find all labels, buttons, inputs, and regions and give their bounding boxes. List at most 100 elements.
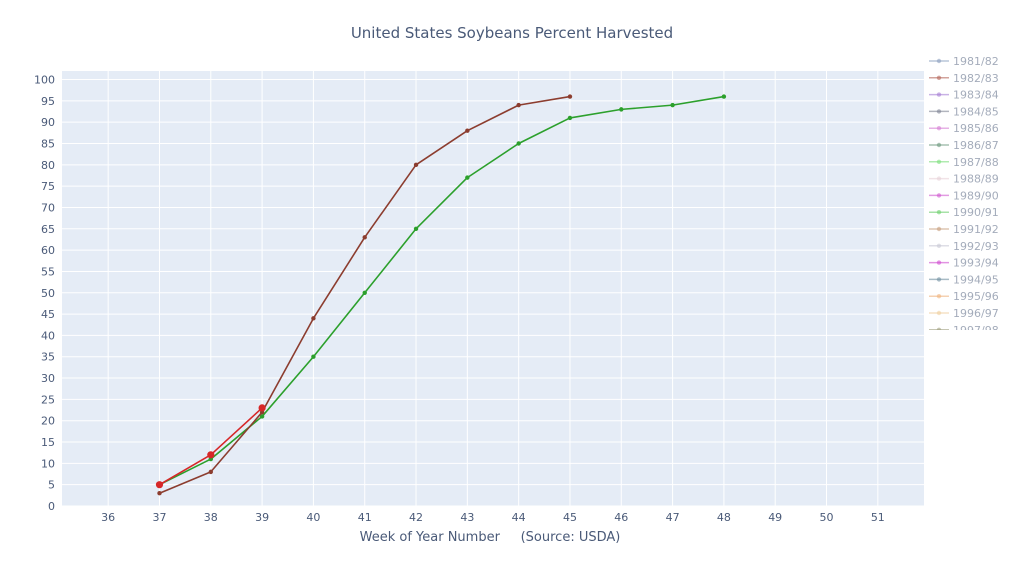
chart-title: United States Soybeans Percent Harvested [351, 24, 673, 42]
x-tick-label: 45 [563, 511, 577, 524]
legend-marker [936, 142, 942, 148]
y-tick-label: 65 [41, 223, 55, 236]
data-point [413, 162, 419, 168]
legend[interactable]: 1981/82 1982/83 1983/84 1984/85 1985/86 1986/… [929, 55, 999, 337]
legend-label: 1994/95 [953, 273, 999, 286]
data-point [207, 451, 215, 459]
y-tick-label: 85 [41, 138, 55, 151]
tick-labels: 0 5 10 15 20 25 30 35 40 45 50 55 60 65 70 75 80 85 90 95 10… [34, 74, 885, 524]
legend-label: 1981/82 [953, 55, 999, 68]
gridlines [62, 71, 924, 507]
legend-marker [936, 327, 942, 330]
legend-label: 1985/86 [953, 122, 999, 135]
data-point [567, 94, 573, 99]
x-tick-label: 42 [409, 511, 423, 524]
x-tick-label: 46 [614, 511, 628, 524]
legend-item[interactable]: 1992/93 [929, 240, 999, 253]
legend-marker [936, 109, 942, 114]
y-tick-label: 25 [41, 393, 55, 406]
x-tick-label: 47 [666, 511, 680, 524]
legend-item[interactable]: 1994/95 [929, 273, 999, 286]
x-axis-title: Week of Year Number (Source: USDA) [360, 530, 621, 545]
legend-item[interactable]: 1983/84 [929, 89, 999, 102]
data-point [311, 316, 316, 321]
data-point [567, 115, 573, 121]
legend-label: 1986/87 [953, 139, 999, 152]
legend-marker [936, 277, 942, 282]
x-tick-label: 44 [512, 511, 526, 524]
y-tick-label: 50 [41, 287, 55, 300]
y-tick-label: 5 [48, 479, 55, 492]
x-tick-label: 38 [204, 511, 218, 524]
data-point [670, 102, 675, 108]
y-tick-label: 45 [41, 308, 55, 321]
legend-label: 1984/85 [953, 105, 999, 118]
x-tick-label: 40 [306, 511, 320, 524]
x-tick-label: 50 [820, 511, 834, 524]
data-point [516, 102, 521, 108]
y-tick-label: 0 [48, 500, 55, 513]
y-tick-label: 15 [41, 436, 55, 449]
legend-label: 1982/83 [953, 72, 999, 85]
legend-item[interactable]: 1996/97 [929, 307, 999, 320]
series-1 [157, 94, 573, 496]
legend-label: 1996/97 [953, 307, 999, 320]
legend-marker [936, 294, 942, 299]
legend-item[interactable]: 1986/87 [929, 139, 999, 152]
data-point [311, 354, 316, 359]
legend-label: 1990/91 [953, 206, 999, 219]
legend-marker [936, 126, 942, 131]
data-point [362, 290, 367, 295]
x-tick-label: 36 [101, 511, 115, 524]
legend-marker [936, 159, 942, 164]
data-point [465, 175, 470, 180]
data-point [362, 235, 367, 240]
legend-item[interactable]: 1990/91 [929, 206, 999, 219]
y-tick-label: 20 [41, 415, 55, 428]
y-tick-label: 40 [41, 329, 55, 342]
legend-item[interactable]: 1985/86 [929, 122, 999, 135]
y-tick-label: 35 [41, 351, 55, 364]
legend-marker [936, 92, 942, 97]
y-tick-label: 90 [41, 116, 55, 129]
legend-label: 1995/96 [953, 290, 999, 303]
legend-marker [936, 260, 942, 265]
legend-label: 1989/90 [953, 189, 999, 202]
legend-label: 1992/93 [953, 240, 999, 253]
legend-item[interactable]: 1987/88 [929, 156, 999, 169]
legend-item[interactable]: 1982/83 [929, 72, 999, 85]
x-tick-label: 49 [768, 511, 782, 524]
legend-item[interactable]: 1991/92 [929, 223, 999, 236]
y-tick-label: 95 [41, 95, 55, 108]
legend-marker [936, 226, 942, 232]
legend-item[interactable]: 1981/82 [929, 55, 999, 68]
legend-marker [936, 75, 942, 81]
legend-item[interactable]: 1989/90 [929, 189, 999, 202]
x-tick-label: 41 [358, 511, 372, 524]
legend-label: 1987/88 [953, 156, 999, 169]
legend-label: 1983/84 [953, 89, 999, 102]
y-tick-label: 30 [41, 372, 55, 385]
data-point [155, 481, 164, 489]
legend-marker [936, 58, 942, 64]
data-point [721, 94, 727, 99]
legend-item[interactable]: 1993/94 [929, 257, 999, 270]
y-tick-label: 55 [41, 265, 55, 278]
data-point [208, 469, 213, 475]
x-tick-label: 43 [460, 511, 474, 524]
plot-area [62, 71, 924, 506]
legend-marker [936, 310, 942, 316]
legend-label: 1991/92 [953, 223, 999, 236]
series-2 [155, 404, 266, 489]
legend-item[interactable]: 1984/85 [929, 105, 999, 118]
legend-marker [936, 243, 942, 248]
legend-label: 1997/98 [953, 324, 999, 337]
y-tick-label: 80 [41, 159, 55, 172]
series-layer [155, 94, 727, 496]
data-point [465, 128, 470, 133]
data-point [516, 141, 521, 146]
legend-item[interactable]: 1995/96 [929, 290, 999, 303]
series-line [159, 95, 725, 486]
legend-item[interactable]: 1988/89 [929, 173, 999, 186]
legend-item[interactable]: 1997/98 [929, 324, 999, 337]
